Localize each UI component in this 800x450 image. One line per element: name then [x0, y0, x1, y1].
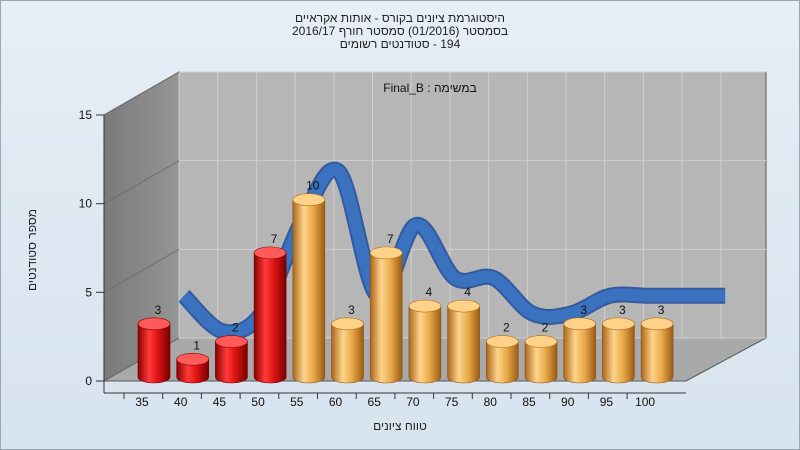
- bar-100: 3: [640, 303, 674, 384]
- bar-body: [486, 341, 519, 384]
- bar-35: 3: [137, 303, 171, 384]
- bar-55: 10: [292, 179, 326, 384]
- y-axis-label: מספר סטודנטים: [25, 208, 39, 292]
- grid-line-left-wall: [103, 160, 180, 205]
- bar-body: [563, 323, 596, 384]
- bar-value-label: 4: [464, 285, 471, 299]
- chart-subtitle: Final_B : במשימה: [383, 81, 477, 95]
- x-tick-label: 80: [484, 395, 498, 409]
- x-tick-label: 55: [290, 395, 304, 409]
- bar-top: [640, 317, 674, 331]
- bar-50: 7: [253, 232, 287, 384]
- x-axis-label: טווח ציונים: [373, 419, 427, 433]
- x-tick-label: 60: [329, 395, 343, 409]
- bar-top: [253, 246, 287, 260]
- bar-top: [369, 246, 403, 260]
- chart-title-line-1: היסטוגרמת ציונים בקורס - אותות אקראיים: [295, 11, 505, 25]
- bar-top: [331, 317, 364, 331]
- grid-line-left-wall: [103, 71, 180, 116]
- bar-value-label: 4: [426, 285, 433, 299]
- bar-body: [292, 199, 326, 384]
- bar-top: [563, 317, 597, 331]
- bar-value-label: 3: [580, 303, 587, 317]
- bar-top: [176, 352, 209, 366]
- bar-body: [137, 323, 171, 384]
- x-tick-label: 40: [174, 395, 188, 409]
- bar-90: 3: [563, 303, 597, 384]
- x-tick-label: 65: [368, 395, 382, 409]
- x-tick-label: 90: [561, 395, 575, 409]
- y-tick-label: 10: [79, 197, 93, 211]
- bar-value-label: 3: [348, 303, 355, 317]
- bar-body: [369, 252, 403, 384]
- bar-value-label: 3: [155, 303, 162, 317]
- x-tick-label: 70: [406, 395, 420, 409]
- bar-value-label: 3: [658, 303, 665, 317]
- bar-value-label: 2: [503, 321, 510, 335]
- bar-60: 3: [331, 303, 364, 384]
- x-tick-label: 95: [600, 395, 614, 409]
- bar-top: [602, 317, 635, 331]
- x-tick-label: 100: [635, 395, 655, 409]
- bar-body: [408, 305, 442, 384]
- bar-top: [292, 193, 326, 206]
- bar-top: [215, 335, 248, 348]
- bar-95: 3: [602, 303, 635, 384]
- bar-value-label: 7: [271, 232, 278, 246]
- bar-value-label: 3: [619, 303, 626, 317]
- bar-top: [447, 299, 480, 313]
- bar-top: [485, 335, 519, 348]
- bar-body: [176, 358, 209, 384]
- bar-top: [137, 317, 171, 331]
- bar-45: 2: [215, 321, 248, 384]
- bars-group: 3 1 2 7 10 3 7 4 4 2 2 3 3 3: [137, 179, 674, 384]
- bar-body: [602, 323, 635, 384]
- chart-title-line-2: בסמסטר (01/2016) סמסטר חורף 2016/17: [291, 24, 509, 38]
- x-tick-label: 75: [445, 395, 459, 409]
- bar-body: [253, 252, 287, 384]
- bar-85: 2: [524, 321, 558, 384]
- bar-value-label: 7: [387, 232, 394, 246]
- x-tick-label: 45: [213, 395, 227, 409]
- bar-65: 7: [369, 232, 403, 384]
- bar-body: [640, 323, 674, 384]
- y-tick-label: 5: [85, 285, 92, 299]
- x-tick-label: 85: [522, 395, 536, 409]
- bar-top: [524, 335, 558, 348]
- bar-body: [215, 341, 248, 384]
- bar-value-label: 10: [306, 179, 320, 193]
- bar-body: [524, 341, 558, 384]
- x-tick-label: 50: [251, 395, 265, 409]
- bar-value-label: 2: [232, 321, 239, 335]
- bar-body: [447, 305, 480, 384]
- bar-75: 4: [447, 285, 480, 384]
- bar-value-label: 1: [193, 338, 200, 352]
- bar-top: [408, 299, 442, 313]
- x-tick-label: 35: [135, 395, 149, 409]
- axes-group: 0 5 10 15 35 40 45 50 55 60 65 70 75 80 85 90 95 100: [79, 108, 686, 409]
- bar-body: [331, 323, 364, 384]
- bar-70: 4: [408, 285, 442, 384]
- grid-line-left-wall: [103, 248, 180, 293]
- y-tick-label: 0: [85, 374, 92, 388]
- chart-title-line-3: 194 - סטודנטים רשומים: [339, 37, 461, 51]
- bar-40: 1: [176, 338, 209, 384]
- y-tick-label: 15: [79, 108, 93, 122]
- bar-value-label: 2: [542, 321, 549, 335]
- bar-80: 2: [485, 321, 519, 384]
